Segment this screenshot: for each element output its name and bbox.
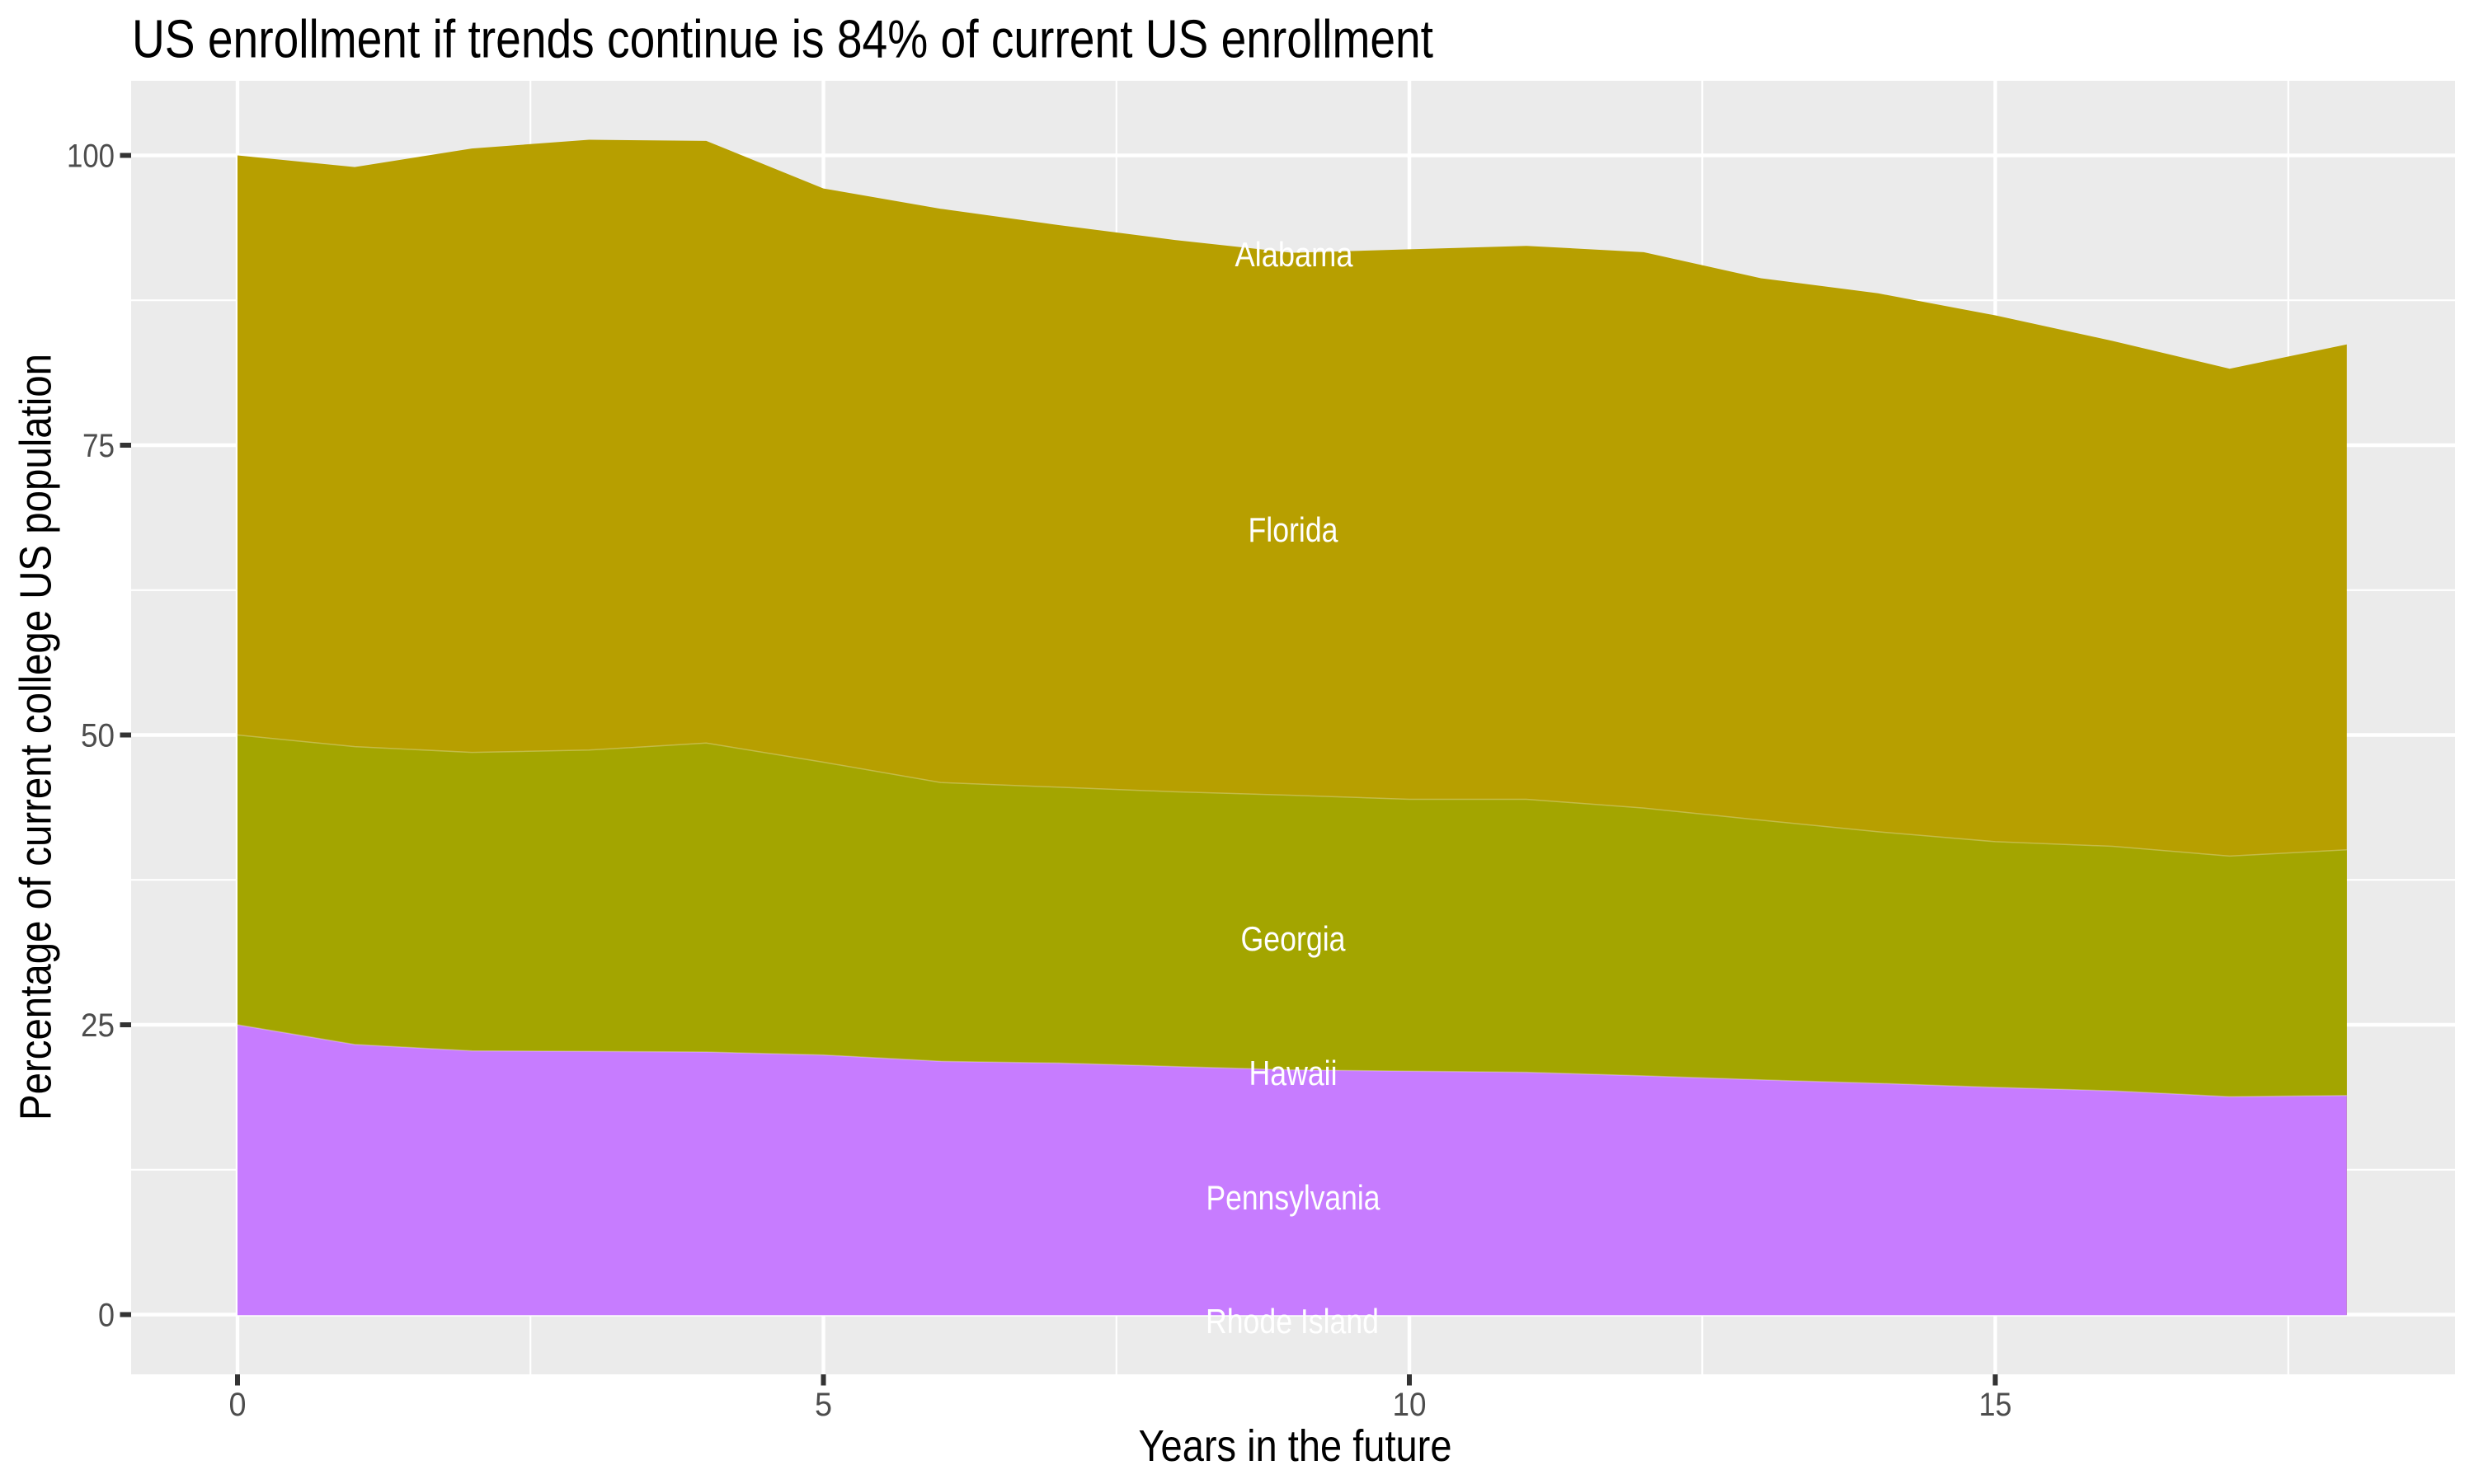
svg-text:25: 25 (81, 1007, 115, 1044)
svg-text:0: 0 (229, 1387, 247, 1423)
svg-text:Pennsylvania: Pennsylvania (1206, 1178, 1381, 1217)
svg-text:Rhode Island: Rhode Island (1206, 1302, 1379, 1341)
svg-text:100: 100 (67, 139, 115, 175)
svg-text:5: 5 (815, 1387, 832, 1423)
svg-text:0: 0 (98, 1298, 115, 1334)
svg-text:15: 15 (1979, 1387, 2012, 1423)
svg-text:10: 10 (1393, 1387, 1427, 1423)
svg-text:Alabama: Alabama (1235, 235, 1354, 274)
svg-text:75: 75 (82, 428, 115, 464)
svg-text:US enrollment if trends contin: US enrollment if trends continue is 84% … (132, 9, 1433, 69)
svg-text:50: 50 (81, 718, 115, 754)
svg-text:Florida: Florida (1249, 510, 1339, 549)
svg-text:Hawaii: Hawaii (1249, 1054, 1338, 1092)
svg-text:Years in the future: Years in the future (1139, 1421, 1452, 1471)
svg-text:Percentage of current college: Percentage of current college US populat… (12, 354, 61, 1120)
svg-text:Georgia: Georgia (1241, 919, 1347, 958)
